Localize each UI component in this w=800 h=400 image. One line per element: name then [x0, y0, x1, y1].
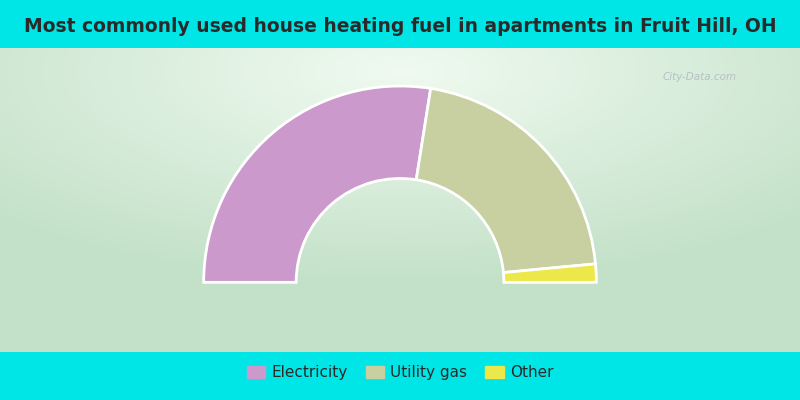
Legend: Electricity, Utility gas, Other: Electricity, Utility gas, Other	[241, 359, 559, 386]
Wedge shape	[503, 264, 596, 282]
Wedge shape	[204, 86, 430, 282]
Text: Most commonly used house heating fuel in apartments in Fruit Hill, OH: Most commonly used house heating fuel in…	[24, 16, 776, 36]
Text: City-Data.com: City-Data.com	[663, 72, 737, 82]
Wedge shape	[416, 88, 595, 272]
